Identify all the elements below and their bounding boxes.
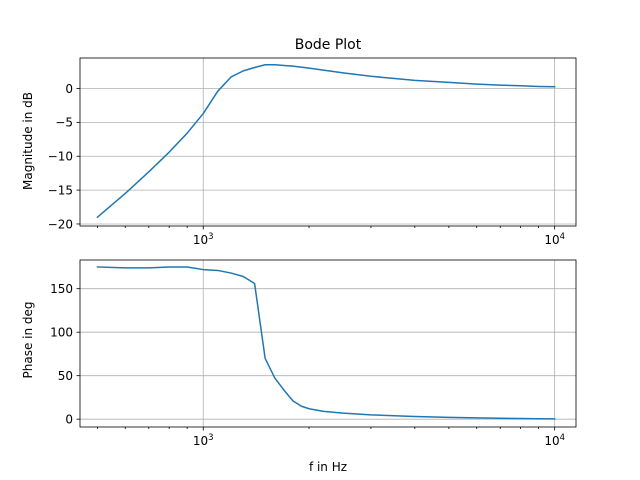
x-tick-label: 103 [193, 232, 214, 247]
magnitude-panel: 103 104 0 −5 −10 −15 −20 [48, 57, 577, 247]
x-tick-label: 104 [544, 433, 565, 448]
axes-frame [79, 57, 577, 227]
phase-panel: 103 104 0 50 100 150 [50, 259, 577, 448]
y-tick-label: 150 [50, 282, 73, 296]
y-tick-label: −10 [48, 150, 73, 164]
y-tick-label: −15 [48, 183, 73, 197]
y-tick-label: 50 [58, 369, 73, 383]
chart-title: Bode Plot [295, 37, 362, 53]
y-tick-label: 100 [50, 325, 73, 339]
magnitude-axis-label: Magnitude in dB [21, 92, 35, 190]
frequency-axis-label: f in Hz [309, 460, 347, 474]
y-tick-label: 0 [65, 412, 73, 426]
axes-frame [79, 259, 577, 428]
phase-axis-label: Phase in deg [21, 301, 35, 378]
y-tick-label: −5 [55, 116, 73, 130]
x-tick-label: 103 [193, 433, 214, 448]
y-tick-label: 0 [65, 82, 73, 96]
y-tick-label: −20 [48, 217, 73, 231]
data-line [96, 266, 556, 420]
x-tick-label: 104 [544, 232, 565, 247]
data-line [96, 64, 556, 219]
